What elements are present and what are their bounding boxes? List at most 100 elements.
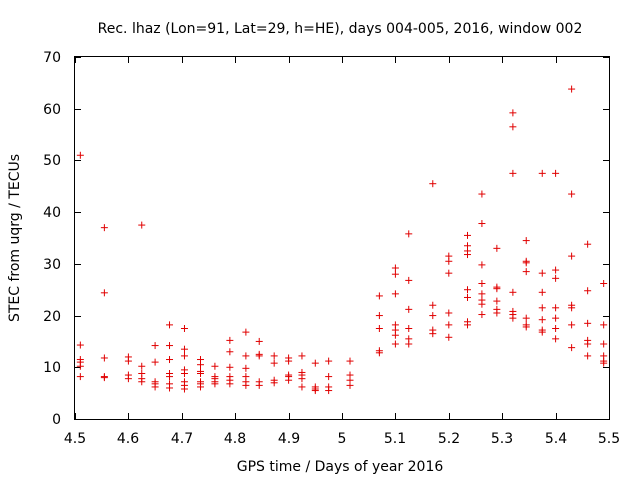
data-point [552, 325, 560, 332]
data-point [180, 352, 188, 360]
y-tick-label: 70 [43, 50, 61, 66]
data-point [375, 292, 383, 300]
data-point [600, 321, 608, 329]
data-point [311, 359, 319, 367]
data-point [445, 257, 453, 265]
data-point [509, 288, 517, 296]
data-point [600, 359, 608, 367]
x-tick-label: 5.2 [438, 431, 460, 447]
data-point [584, 319, 592, 327]
data-point [226, 336, 234, 344]
data-point [166, 321, 174, 329]
data-point [463, 321, 471, 329]
data-point [166, 356, 174, 364]
data-point [552, 266, 560, 274]
y-tick-label: 0 [52, 412, 61, 428]
x-tick-label: 4.8 [224, 431, 246, 447]
data-point [391, 270, 399, 278]
data-point [255, 337, 263, 345]
data-point [391, 340, 399, 348]
data-point [255, 381, 263, 389]
data-point [255, 352, 263, 360]
data-point [509, 109, 517, 117]
data-point [584, 352, 592, 360]
data-point [478, 290, 486, 298]
data-point [298, 352, 306, 360]
data-point [445, 321, 453, 329]
data-point [522, 314, 530, 322]
data-point [211, 362, 219, 370]
x-tick-label: 5.3 [491, 431, 513, 447]
y-tick-label: 60 [43, 102, 61, 118]
data-point [270, 352, 278, 360]
x-tick-label: 5.5 [598, 431, 620, 447]
data-point [600, 280, 608, 288]
x-tick-label: 5.4 [545, 431, 567, 447]
data-point [568, 252, 576, 260]
data-point [429, 312, 437, 320]
data-point [405, 276, 413, 284]
data-point [522, 268, 530, 276]
data-point [242, 352, 250, 360]
data-point [538, 269, 546, 277]
data-point [138, 221, 146, 229]
x-axis-label: GPS time / Days of year 2016 [237, 459, 444, 475]
data-point [138, 362, 146, 370]
data-point [568, 344, 576, 352]
data-point [124, 375, 132, 383]
data-point [166, 342, 174, 350]
data-point [478, 261, 486, 269]
data-point [552, 169, 560, 177]
data-point [584, 287, 592, 295]
x-tick-label: 4.5 [64, 431, 86, 447]
data-point [242, 328, 250, 336]
data-point [429, 301, 437, 309]
data-point [584, 240, 592, 248]
data-point [445, 269, 453, 277]
y-tick-label: 40 [43, 205, 61, 221]
data-point [138, 378, 146, 386]
data-point [509, 169, 517, 177]
data-point [285, 376, 293, 384]
data-point [196, 361, 204, 369]
data-point [522, 237, 530, 245]
data-point [405, 340, 413, 348]
data-point [346, 357, 354, 365]
data-point [298, 375, 306, 383]
data-point [568, 304, 576, 312]
data-point [568, 85, 576, 93]
data-point [405, 305, 413, 313]
data-point [493, 244, 501, 252]
data-point [391, 331, 399, 339]
data-point [298, 383, 306, 391]
data-point [600, 340, 608, 348]
data-point [180, 369, 188, 377]
data-point [76, 151, 84, 159]
data-point [180, 345, 188, 353]
data-point [429, 180, 437, 188]
data-point [405, 325, 413, 332]
data-point [124, 357, 132, 365]
data-point [325, 357, 333, 365]
data-point [493, 285, 501, 293]
data-point [242, 381, 250, 389]
data-point [509, 314, 517, 322]
data-point [211, 380, 219, 388]
data-point [493, 309, 501, 317]
y-tick-label: 10 [43, 360, 61, 376]
data-point [375, 312, 383, 320]
data-point [226, 380, 234, 388]
data-point [180, 385, 188, 393]
data-point [538, 304, 546, 312]
data-point [463, 293, 471, 301]
data-point [166, 384, 174, 392]
data-point [325, 387, 333, 395]
data-point [445, 333, 453, 341]
data-point [552, 335, 560, 343]
data-point [463, 251, 471, 259]
chart-title: Rec. lhaz (Lon=91, Lat=29, h=HE), days 0… [98, 21, 583, 37]
data-point [226, 348, 234, 356]
data-point [151, 383, 159, 391]
